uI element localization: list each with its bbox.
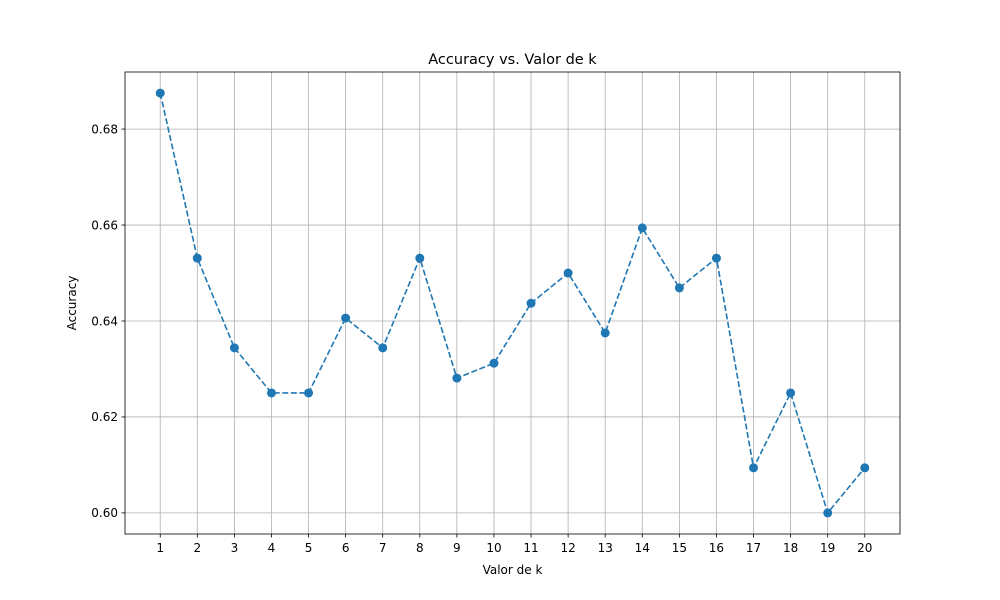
data-point-marker [378, 343, 388, 353]
data-point-marker [304, 388, 314, 398]
data-point-marker [674, 283, 684, 293]
data-point-marker [786, 388, 796, 398]
x-tick-label: 16 [709, 541, 724, 555]
plot-frame [124, 71, 901, 535]
data-point-marker [600, 328, 610, 338]
data-point-marker [341, 313, 351, 323]
x-tick-label: 12 [560, 541, 575, 555]
series-line [159, 92, 866, 515]
y-tick-label: 0.62 [91, 410, 118, 424]
data-point-marker [155, 88, 165, 98]
x-axis-title: Valor de k [483, 563, 543, 577]
data-point-marker [452, 373, 462, 383]
x-tick-label: 20 [857, 541, 872, 555]
y-tick-label: 0.66 [91, 218, 118, 232]
data-point-marker [749, 463, 759, 473]
x-tick-label: 15 [672, 541, 687, 555]
y-tick-label: 0.68 [91, 122, 118, 136]
data-point-marker [229, 343, 239, 353]
x-tick-label: 9 [453, 541, 461, 555]
data-point-marker [711, 253, 721, 263]
data-point-marker [415, 253, 425, 263]
data-point-marker [489, 358, 499, 368]
data-point-marker [637, 223, 647, 233]
data-point-marker [266, 388, 276, 398]
data-point-marker [860, 463, 870, 473]
x-tick-label: 18 [783, 541, 798, 555]
x-tick-label: 17 [746, 541, 761, 555]
x-tick-label: 19 [820, 541, 835, 555]
data-point-marker [192, 253, 202, 263]
x-tick-label: 6 [342, 541, 350, 555]
x-tick-label: 1 [156, 541, 164, 555]
x-tick-label: 7 [379, 541, 387, 555]
x-tick-label: 10 [486, 541, 501, 555]
axis-ticks: 1 2 3 4 5 6 7 8 9 10 11 12 13 14 15 16 17 18 19 200.600.620… [91, 122, 872, 555]
y-tick-label: 0.60 [91, 506, 118, 520]
chart-title: Accuracy vs. Valor de k [428, 52, 597, 68]
x-tick-label: 4 [268, 541, 276, 555]
data-point-marker [823, 508, 833, 518]
x-tick-label: 2 [193, 541, 201, 555]
y-axis-title: Accuracy [65, 276, 79, 331]
y-tick-label: 0.64 [91, 314, 118, 328]
data-point-marker [563, 268, 573, 278]
data-series [155, 88, 870, 518]
x-tick-label: 13 [598, 541, 613, 555]
data-point-marker [526, 298, 536, 308]
x-tick-label: 11 [523, 541, 538, 555]
grid-lines [125, 72, 900, 534]
x-tick-label: 5 [305, 541, 313, 555]
x-tick-label: 8 [416, 541, 424, 555]
x-tick-label: 14 [635, 541, 650, 555]
x-tick-label: 3 [231, 541, 239, 555]
